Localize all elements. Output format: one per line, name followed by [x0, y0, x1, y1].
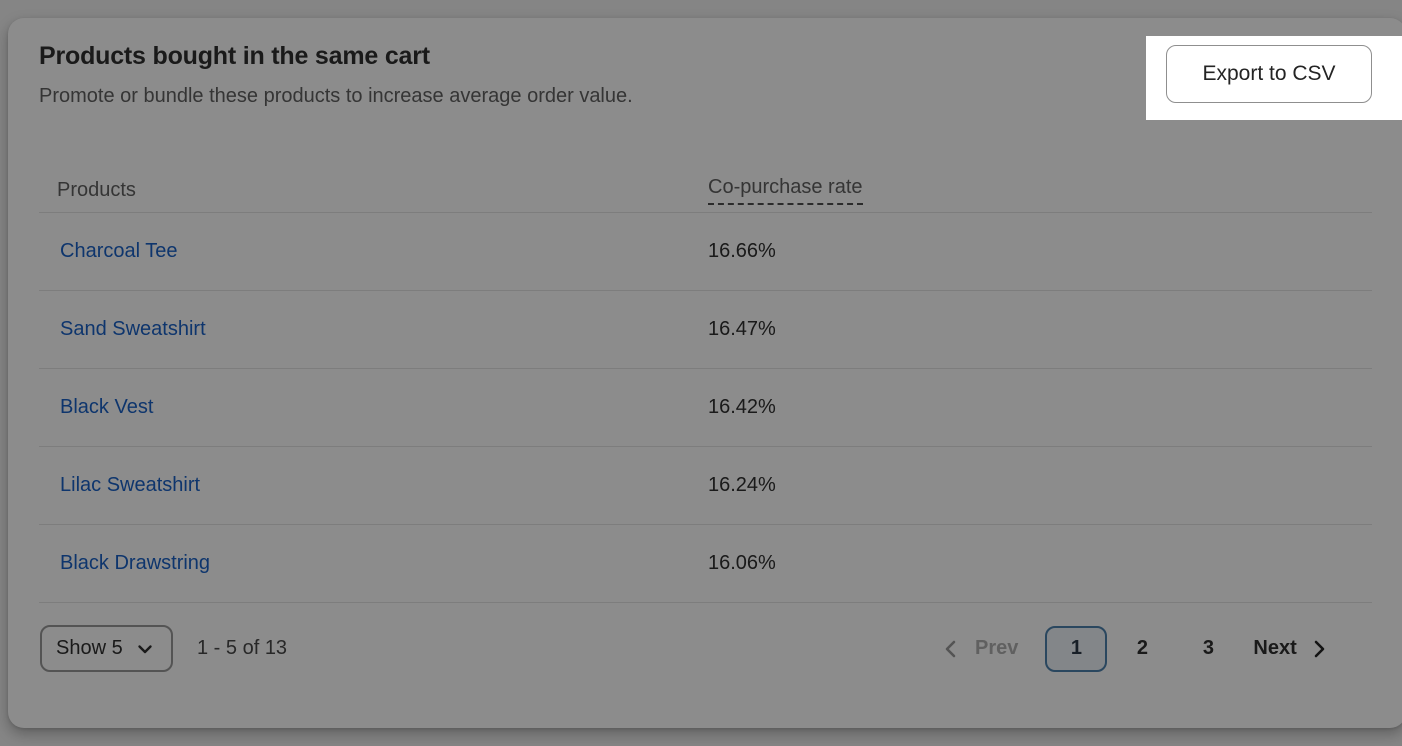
table-row: Black Drawstring 16.06% — [39, 525, 1372, 603]
pagination: Prev 1 2 3 Next — [939, 625, 1331, 672]
co-purchase-rate-value: 16.47% — [708, 318, 776, 340]
product-link[interactable]: Lilac Sweatshirt — [60, 474, 201, 496]
pagination-range-label: 1 - 5 of 13 — [197, 637, 288, 659]
products-same-cart-card: Products bought in the same cart Promote… — [8, 18, 1402, 728]
table-row: Lilac Sweatshirt 16.24% — [39, 447, 1372, 525]
column-header-products: Products — [57, 178, 136, 201]
export-button-spotlight: Export to CSV — [1146, 36, 1402, 120]
export-to-csv-button[interactable]: Export to CSV — [1166, 45, 1372, 103]
co-purchase-table: Products Co-purchase rate Charcoal Tee 1… — [39, 168, 1372, 603]
product-link[interactable]: Charcoal Tee — [60, 240, 178, 262]
page-button-2[interactable]: 2 — [1136, 637, 1148, 659]
chevron-down-icon — [135, 639, 155, 659]
page-button-1[interactable]: 1 — [1045, 625, 1108, 672]
card-subtitle: Promote or bundle these products to incr… — [39, 85, 633, 107]
product-link[interactable]: Black Drawstring — [60, 552, 211, 574]
table-footer: Show 5 1 - 5 of 13 Prev 1 2 3 Next — [8, 625, 1402, 672]
column-header-co-purchase-rate[interactable]: Co-purchase rate — [708, 176, 1372, 205]
table-row: Black Vest 16.42% — [39, 369, 1372, 447]
table-row: Charcoal Tee 16.66% — [39, 213, 1372, 291]
prev-button[interactable]: Prev — [975, 637, 1019, 659]
chevron-left-icon[interactable] — [939, 637, 963, 661]
product-link[interactable]: Sand Sweatshirt — [60, 318, 206, 340]
co-purchase-rate-value: 16.24% — [708, 474, 776, 496]
product-link[interactable]: Black Vest — [60, 396, 154, 418]
co-purchase-rate-value: 16.66% — [708, 240, 776, 262]
co-purchase-rate-value: 16.06% — [708, 552, 776, 574]
table-header-row: Products Co-purchase rate — [39, 168, 1372, 213]
page-title: Products bought in the same cart — [39, 42, 430, 70]
page-button-3[interactable]: 3 — [1202, 637, 1214, 659]
page-size-dropdown[interactable]: Show 5 — [40, 625, 173, 672]
chevron-right-icon[interactable] — [1307, 637, 1331, 661]
table-row: Sand Sweatshirt 16.47% — [39, 291, 1372, 369]
next-button[interactable]: Next — [1253, 637, 1297, 659]
page-size-label: Show 5 — [56, 637, 123, 659]
co-purchase-rate-value: 16.42% — [708, 396, 776, 418]
